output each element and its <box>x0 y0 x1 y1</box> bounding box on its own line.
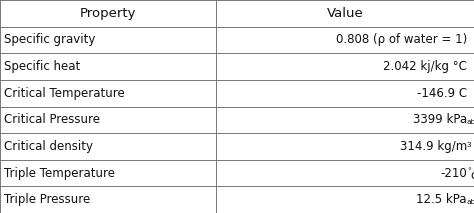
Text: Critical density: Critical density <box>4 140 93 153</box>
Text: Value: Value <box>327 7 363 20</box>
Text: Specific heat: Specific heat <box>4 60 80 73</box>
Text: Property: Property <box>80 7 136 20</box>
Text: 2.042 kj/kg °C: 2.042 kj/kg °C <box>383 60 467 73</box>
Text: Triple Pressure: Triple Pressure <box>4 193 90 206</box>
Text: Critical Temperature: Critical Temperature <box>4 87 125 100</box>
Text: abs: abs <box>467 199 474 205</box>
Text: -146.9 C: -146.9 C <box>417 87 467 100</box>
Text: 0.808 (ρ of water = 1): 0.808 (ρ of water = 1) <box>336 33 467 46</box>
Text: 12.5 kPa: 12.5 kPa <box>416 193 467 206</box>
Text: °: ° <box>467 169 471 175</box>
Text: 3: 3 <box>467 142 472 148</box>
Text: 314.9 kg/m: 314.9 kg/m <box>400 140 467 153</box>
Text: Specific gravity: Specific gravity <box>4 33 95 46</box>
Text: -210: -210 <box>440 167 467 180</box>
Text: 3399 kPa: 3399 kPa <box>413 113 467 126</box>
Text: abs: abs <box>467 119 474 125</box>
Text: c: c <box>471 169 474 182</box>
Text: Critical Pressure: Critical Pressure <box>4 113 100 126</box>
Text: Triple Temperature: Triple Temperature <box>4 167 115 180</box>
